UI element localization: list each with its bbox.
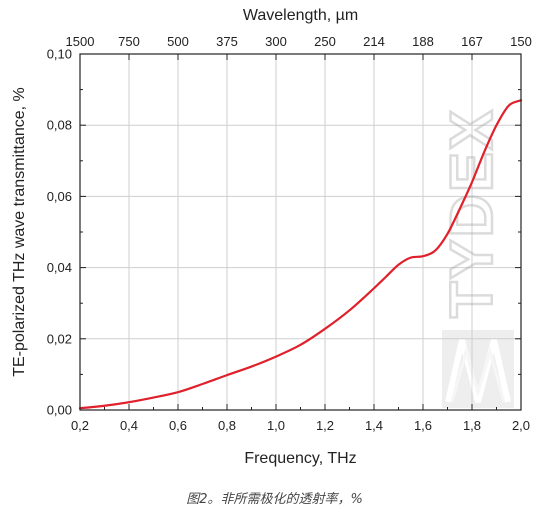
y-tick-label: 0,02 [47,331,72,346]
x-tick-label: 0,8 [218,418,236,433]
x2-tick-label: 500 [167,34,189,49]
x2-tick-label: 167 [461,34,483,49]
y-tick-label: 0,08 [47,118,72,133]
tydex-watermark-text: TYDEX [438,108,505,318]
x-tick-label: 1,0 [267,418,285,433]
bottom-axis-title: Frequency, THz [244,450,356,467]
x-tick-label: 0,2 [71,418,89,433]
x2-tick-label: 188 [412,34,434,49]
y-tick-label: 0,06 [47,189,72,204]
x2-tick-label: 1500 [66,34,95,49]
x-tick-label: 1,2 [316,418,334,433]
tydex-logo-icon [442,330,514,408]
x-tick-label: 1,8 [463,418,481,433]
x2-tick-label: 375 [216,34,238,49]
x-tick-label: 0,6 [169,418,187,433]
x2-tick-label: 750 [118,34,140,49]
axis-tick-labels: 0,2 0,4 0,6 0,8 1,0 1,2 1,4 1,6 1,8 2,0 1500 750 500… [47,34,532,433]
figure-caption: 图2。非所需极化的透射率，% [186,492,363,507]
axis-ticks [79,53,522,411]
x2-tick-label: 250 [314,34,336,49]
grid [80,54,521,410]
top-axis-title: Wavelength, µm [243,7,358,24]
transmittance-chart: TYDEX 0,2 0,4 0,6 0,8 1,0 1,2 1,4 1,6 1,8 2,01500… [11,7,532,467]
y-tick-label: 0,00 [47,403,72,418]
transmittance-curve [78,99,523,410]
x-tick-label: 1,6 [414,418,432,433]
x2-tick-label: 300 [265,34,287,49]
x2-tick-label: 214 [363,34,385,49]
tydex-watermark: TYDEX [437,107,514,408]
x-tick-label: 1,4 [365,418,383,433]
left-axis-title: TE-polarized THz wave transmittance, % [11,87,28,377]
y-tick-label: 0,10 [47,47,72,62]
x-tick-label: 0,4 [120,418,138,433]
y-tick-label: 0,04 [47,260,72,275]
x-tick-label: 2,0 [512,418,530,433]
x2-tick-label: 150 [510,34,532,49]
